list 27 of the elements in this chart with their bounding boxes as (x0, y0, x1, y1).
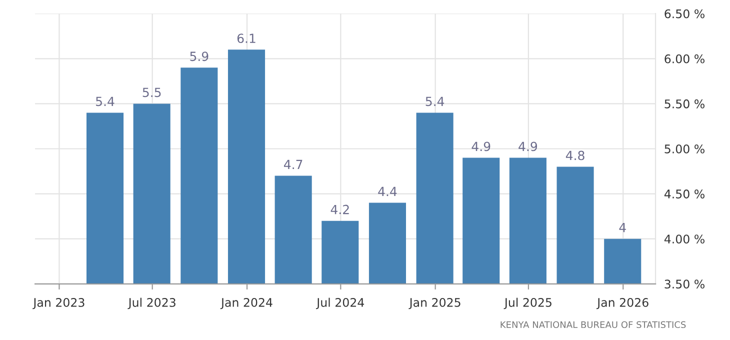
data-label: 4 (619, 222, 626, 232)
y-tick-label: 3.50 % (664, 280, 704, 289)
y-tick-label: 4.00 % (664, 234, 704, 244)
x-tick-label: Jul 2024 (316, 298, 364, 310)
data-label: 4.4 (378, 186, 397, 196)
data-label: 5.5 (142, 88, 161, 98)
text: KENYA NATIONAL BUREAU OF STATISTICS (500, 321, 686, 328)
x-tick-label: Jan 2024 (220, 298, 272, 310)
y-tick-label: 6.50 % (664, 9, 704, 18)
y-tick-label: 6.00 % (664, 54, 704, 64)
data-label: 4.8 (566, 150, 584, 160)
y-tick-label: 5.50 % (664, 99, 704, 108)
y-tick-label: 5.00 % (664, 144, 704, 154)
x-tick-label: Jul 2023 (128, 298, 176, 310)
data-label: 4.9 (472, 142, 490, 152)
data-label: 5.4 (96, 96, 114, 106)
x-tick-label: Jan 2026 (596, 298, 648, 310)
data-label: 6.1 (237, 34, 256, 44)
y-tick-label: 4.50 % (664, 190, 704, 198)
x-tick-label: Jan 2025 (408, 298, 460, 310)
data-label: 5.9 (190, 52, 208, 62)
data-label: 4.9 (518, 142, 537, 152)
data-label: 4.7 (284, 160, 302, 170)
data-label: 5.4 (426, 96, 444, 106)
x-tick-label: Jan 2023 (32, 298, 84, 310)
x-tick-label: Jul 2025 (504, 298, 552, 310)
data-label: 4.2 (330, 204, 349, 214)
